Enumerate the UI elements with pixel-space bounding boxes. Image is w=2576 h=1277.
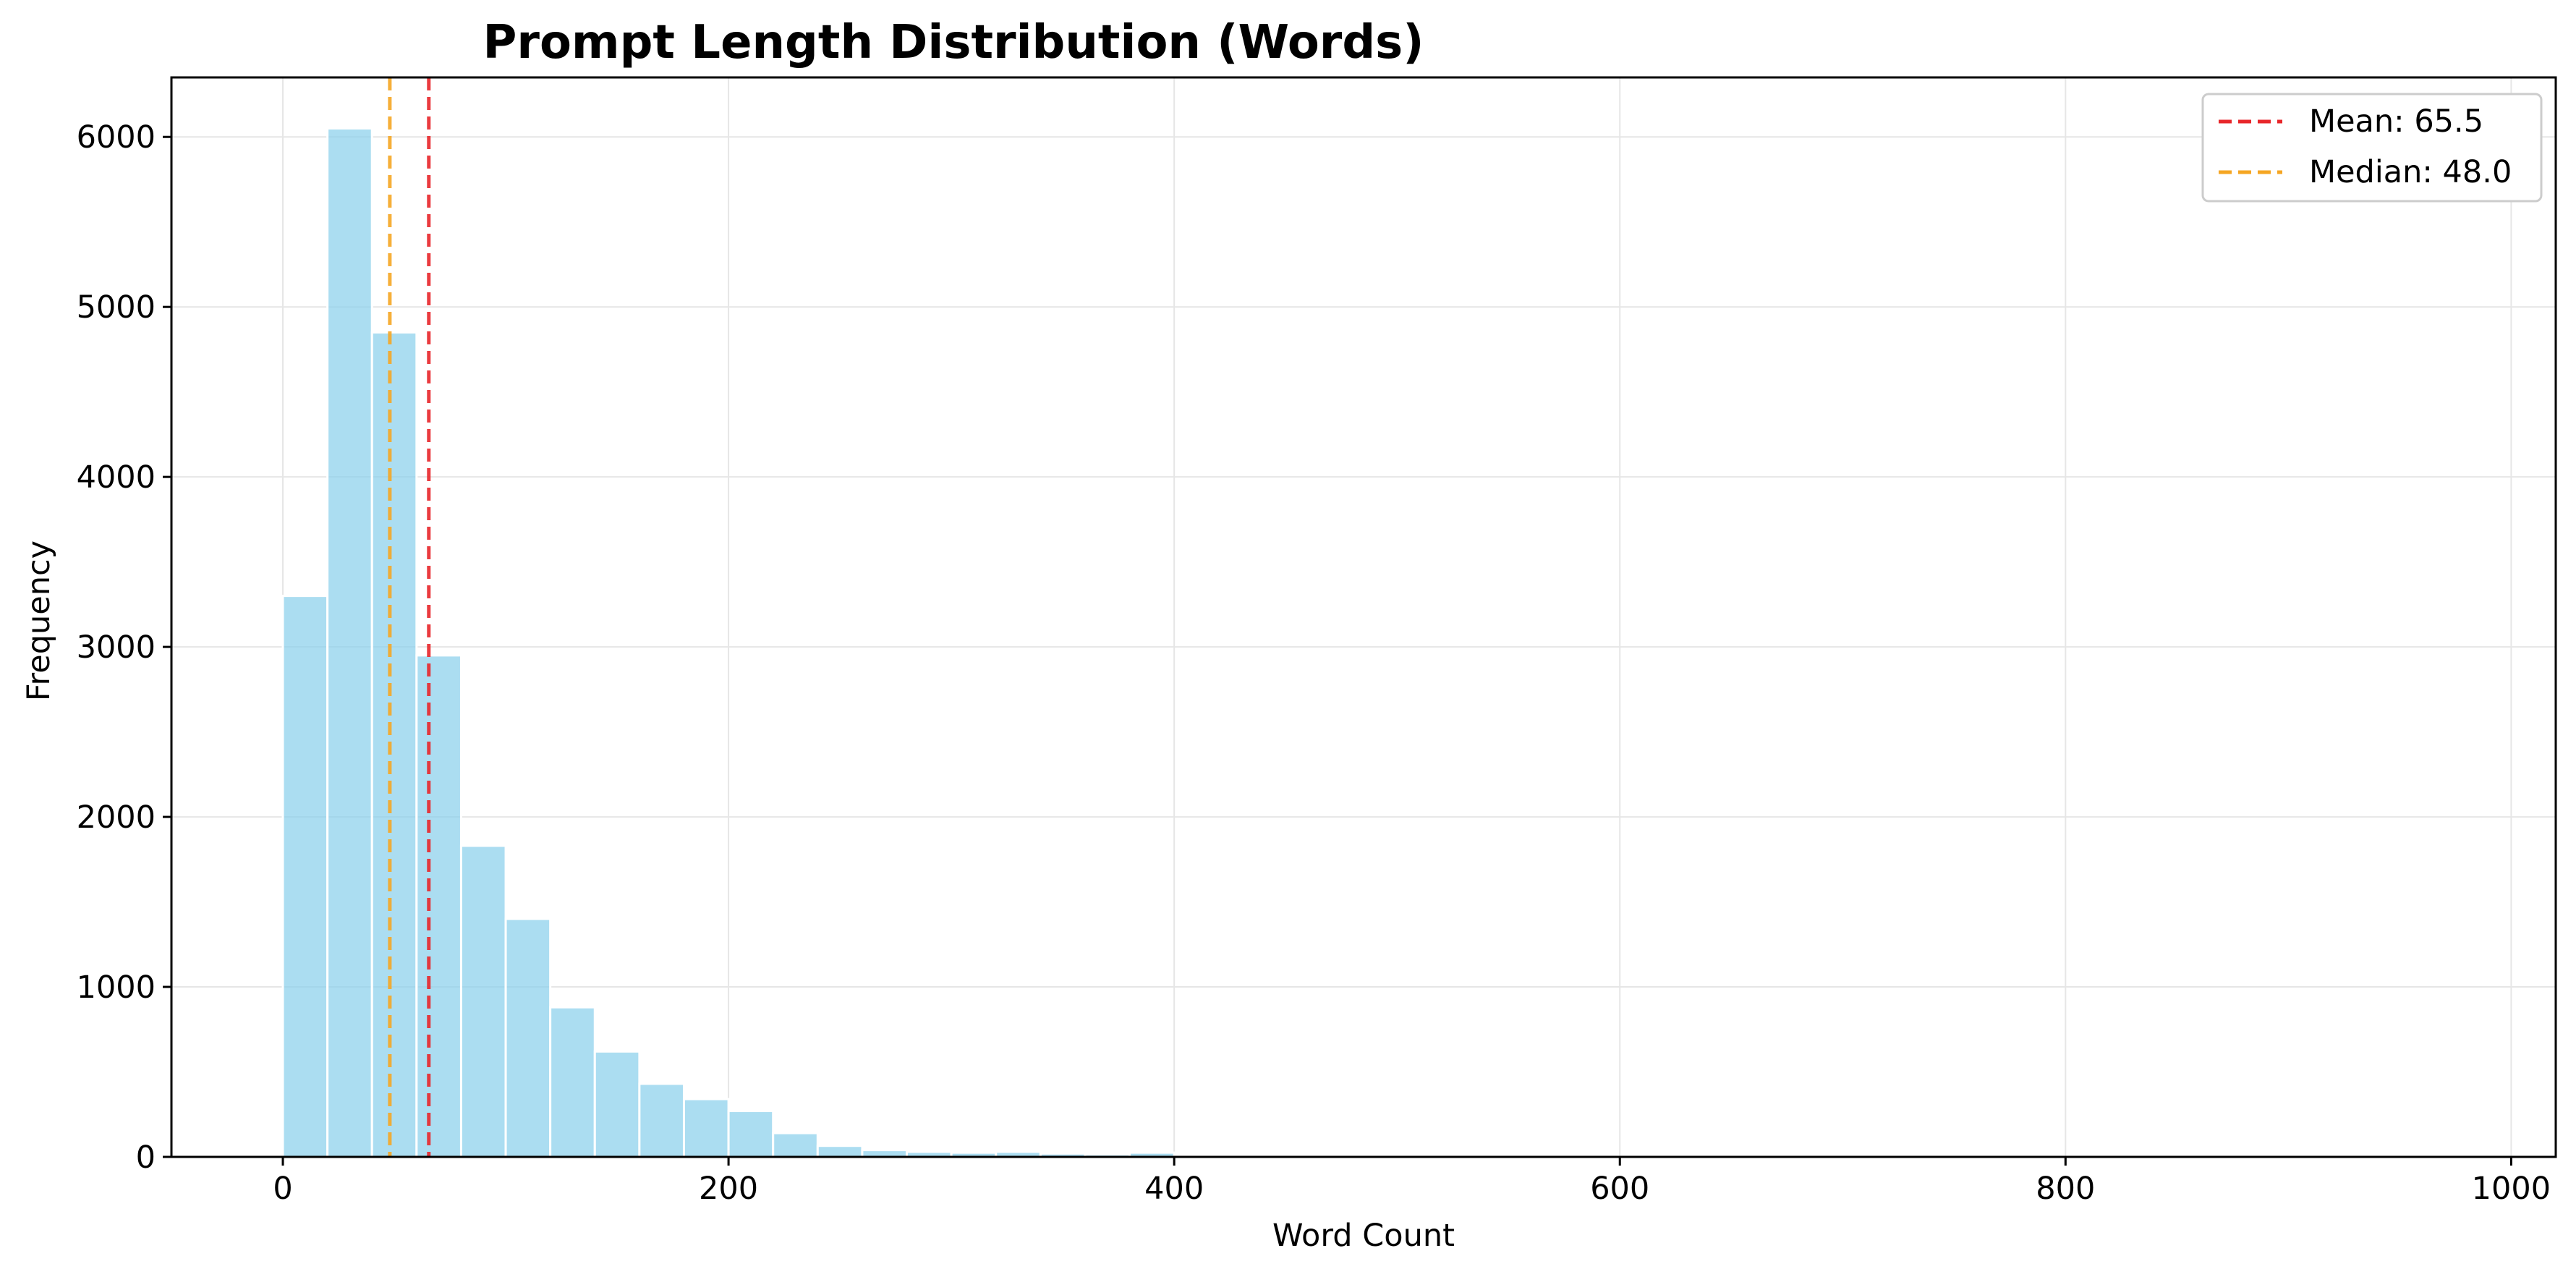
histogram-bar (370, 331, 418, 1158)
x-tick-label: 600 (1590, 1171, 1649, 1207)
histogram-bar (593, 1050, 641, 1158)
y-tick-label: 1000 (77, 970, 156, 1006)
histogram-bar (326, 127, 373, 1158)
x-axis-label: Word Count (1272, 1218, 1455, 1254)
x-tick-label: 0 (273, 1171, 292, 1207)
plot-frame (170, 76, 2557, 1158)
y-tick-label: 2000 (77, 799, 156, 836)
y-tick-label: 3000 (77, 629, 156, 666)
chart-title: Prompt Length Distribution (Words) (483, 16, 1424, 69)
y-axis-label: Frequency (21, 540, 57, 701)
x-tick-label: 1000 (2472, 1171, 2551, 1207)
y-tick-label: 6000 (77, 119, 156, 156)
histogram-bars (281, 127, 1443, 1158)
x-tick-label: 800 (2036, 1171, 2095, 1207)
reference-lines (388, 77, 431, 1157)
histogram-bar (415, 654, 462, 1158)
legend-median-label: Median: 48.0 (2309, 154, 2512, 190)
y-tick-label: 0 (136, 1140, 156, 1176)
legend-box (2201, 93, 2543, 203)
legend: Mean: 65.5 Median: 48.0 (2201, 93, 2543, 203)
x-tick-label: 400 (1144, 1171, 1204, 1207)
histogram-bar (682, 1098, 730, 1158)
histogram-bar (772, 1132, 819, 1158)
y-tick-label: 5000 (77, 289, 156, 326)
y-axis-ticks: 0 1000 2000 3000 4000 5000 6000 (77, 119, 171, 1176)
histogram-bar (727, 1110, 775, 1158)
legend-mean-label: Mean: 65.5 (2309, 103, 2483, 140)
y-tick-label: 4000 (77, 459, 156, 496)
histogram-bar (504, 917, 552, 1158)
histogram-bar (549, 1006, 596, 1158)
histogram-bar (638, 1082, 685, 1158)
x-tick-label: 200 (699, 1171, 758, 1207)
histogram-bar (459, 844, 507, 1158)
histogram-bar (281, 595, 329, 1158)
x-axis-ticks: 0 200 400 600 800 1000 (273, 1157, 2551, 1207)
histogram-bar (816, 1145, 864, 1158)
